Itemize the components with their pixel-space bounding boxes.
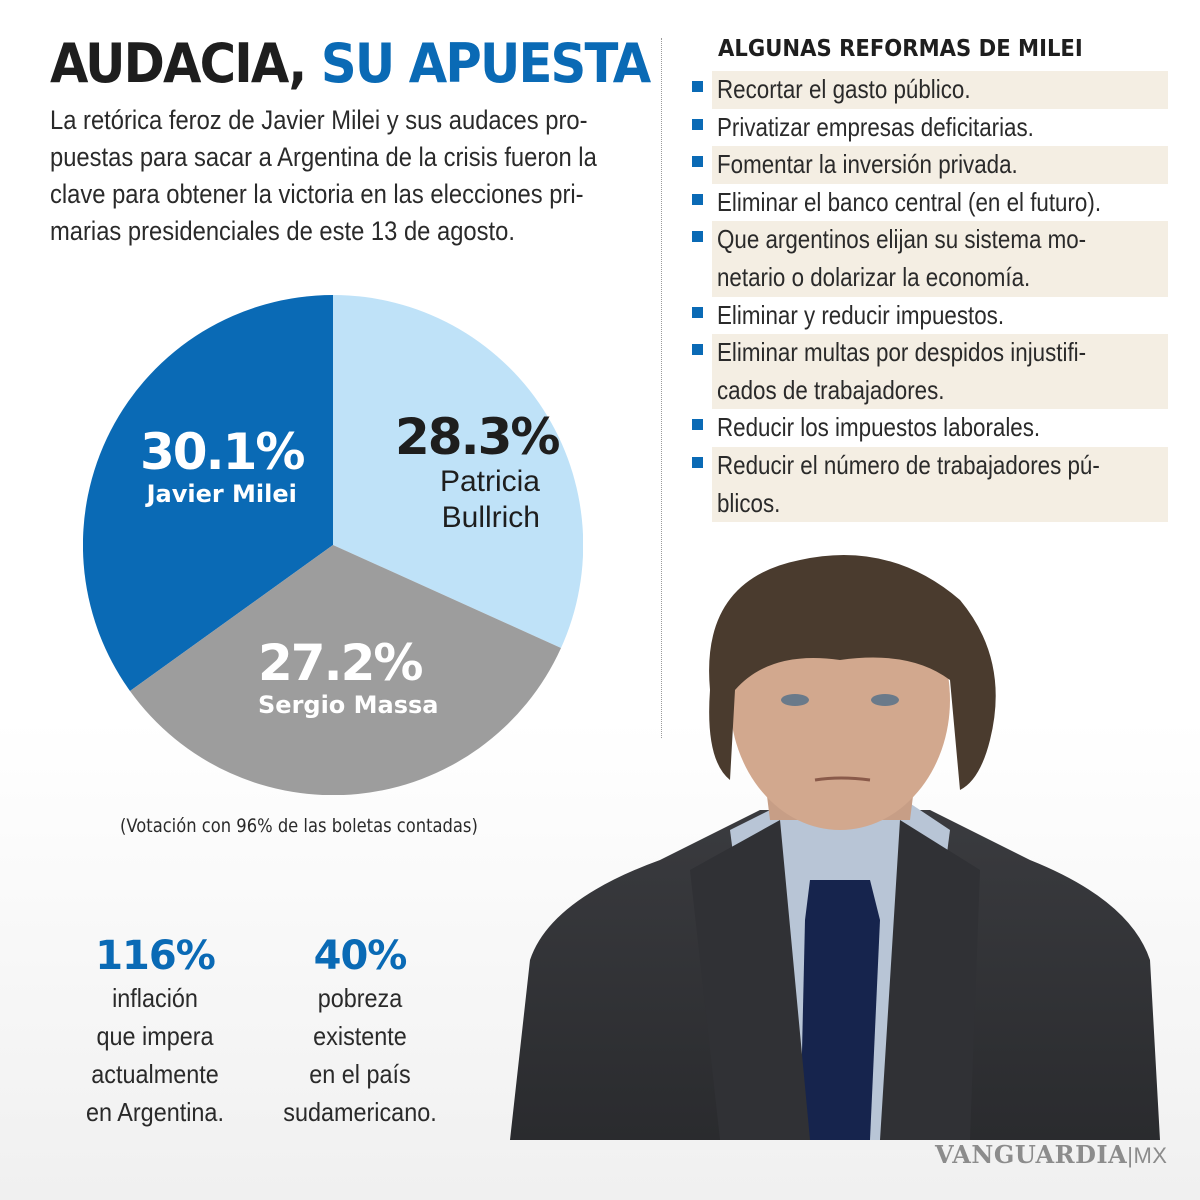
reform-item: Eliminar el banco central (en el futuro)…: [692, 184, 1168, 222]
reform-text: Fomentar la inversión privada.: [717, 149, 1018, 180]
pie-slice-bullrich: [333, 295, 583, 648]
reform-text: netario o dolarizar la economía.: [717, 261, 1031, 292]
portrait-photo: [510, 555, 1160, 1140]
pie-slice-massa: [130, 545, 561, 795]
square-bullet-icon: [692, 456, 703, 468]
column-divider: [661, 38, 662, 738]
watermark-suffix: |MX: [1127, 1143, 1168, 1168]
stat-value: 116%: [95, 933, 216, 979]
square-bullet-icon: [692, 118, 703, 130]
pie-slice-milei: [83, 295, 333, 691]
reforms-list: Recortar el gasto público. Privatizar em…: [692, 71, 1168, 523]
reform-text: Reducir los impuestos laborales.: [717, 412, 1041, 443]
reform-text: Reducir el número de trabajadores pú-: [717, 449, 1100, 480]
square-bullet-icon: [692, 231, 703, 243]
intro-line: puestas para sacar a Argentina de la cri…: [50, 142, 597, 172]
stat-text: sudamericano.: [283, 1097, 437, 1127]
reform-text: Eliminar y reducir impuestos.: [717, 299, 1005, 330]
reform-item: Recortar el gasto público.: [692, 71, 1168, 109]
reform-item: Eliminar y reducir impuestos.: [692, 297, 1168, 335]
pie-pct-milei: 30.1%: [140, 423, 305, 481]
pie-name-milei: Javier Milei: [146, 480, 297, 508]
reform-text: Eliminar el banco central (en el futuro)…: [717, 186, 1102, 217]
pie-pct-massa: 27.2%: [258, 634, 423, 692]
vanguardia-watermark: VANGUARDIA|MX: [935, 1140, 1167, 1169]
pie-label-bullrich: 28.3% Patricia Bullrich: [395, 408, 560, 536]
square-bullet-icon: [692, 193, 703, 205]
reform-item: Eliminar multas por despidos injustifi- …: [692, 334, 1168, 410]
reform-item: Fomentar la inversión privada.: [692, 146, 1168, 184]
intro-line: La retórica feroz de Javier Milei y sus …: [50, 105, 588, 135]
pie-name-massa: Sergio Massa: [258, 691, 439, 719]
pie-chart: [83, 295, 583, 795]
square-bullet-icon: [692, 419, 703, 431]
headline: AUDACIA, SU APUESTA: [50, 32, 651, 95]
stat-value: 40%: [313, 933, 408, 979]
stat-text: en Argentina.: [86, 1097, 224, 1127]
stat-poverty: 40% pobreza existente en el país sudamer…: [270, 933, 450, 1131]
reform-text: Que argentinos elijan su sistema mo-: [717, 224, 1087, 255]
reform-text: Eliminar multas por despidos injustifi-: [717, 337, 1087, 368]
pie-label-milei: 30.1% Javier Milei: [140, 423, 305, 509]
reform-item: Reducir los impuestos laborales.: [692, 409, 1168, 447]
intro-paragraph: La retórica feroz de Javier Milei y sus …: [50, 102, 597, 250]
headline-part1: AUDACIA,: [50, 32, 307, 95]
square-bullet-icon: [692, 156, 703, 168]
stat-inflation: 116% inflación que impera actualmente en…: [70, 933, 240, 1131]
headline-part2: SU APUESTA: [320, 32, 651, 95]
square-bullet-icon: [692, 306, 703, 318]
stat-text: que impera: [96, 1021, 214, 1051]
intro-line: clave para obtener la victoria en las el…: [50, 179, 584, 209]
pie-pct-bullrich: 28.3%: [395, 408, 560, 466]
reform-text: blicos.: [717, 487, 781, 518]
square-bullet-icon: [692, 81, 703, 92]
stat-text: en el país: [309, 1059, 411, 1089]
pie-name-bullrich-1: Patricia: [439, 465, 540, 498]
reform-text: cados de trabajadores.: [717, 374, 945, 405]
reform-item: Reducir el número de trabajadores pú- bl…: [692, 446, 1168, 523]
pie-label-massa: 27.2% Sergio Massa: [258, 636, 439, 720]
stat-text: pobreza: [317, 983, 403, 1013]
stat-text: actualmente: [91, 1059, 219, 1089]
stat-text: existente: [313, 1021, 407, 1051]
intro-line: marias presidenciales de este 13 de agos…: [50, 216, 515, 246]
square-bullet-icon: [692, 344, 703, 356]
reform-text: Privatizar empresas deficitarias.: [717, 111, 1034, 142]
reform-item: Que argentinos elijan su sistema mo- net…: [692, 221, 1168, 297]
pie-name-bullrich-2: Bullrich: [441, 501, 540, 534]
watermark-brand: VANGUARDIA: [935, 1140, 1128, 1169]
reform-item: Privatizar empresas deficitarias.: [692, 109, 1168, 147]
vote-count-note: (Votación con 96% de las boletas contada…: [120, 815, 478, 837]
reforms-title: ALGUNAS REFORMAS DE MILEI: [718, 36, 1083, 62]
stat-text: inflación: [112, 983, 198, 1013]
reform-text: Recortar el gasto público.: [717, 74, 971, 104]
